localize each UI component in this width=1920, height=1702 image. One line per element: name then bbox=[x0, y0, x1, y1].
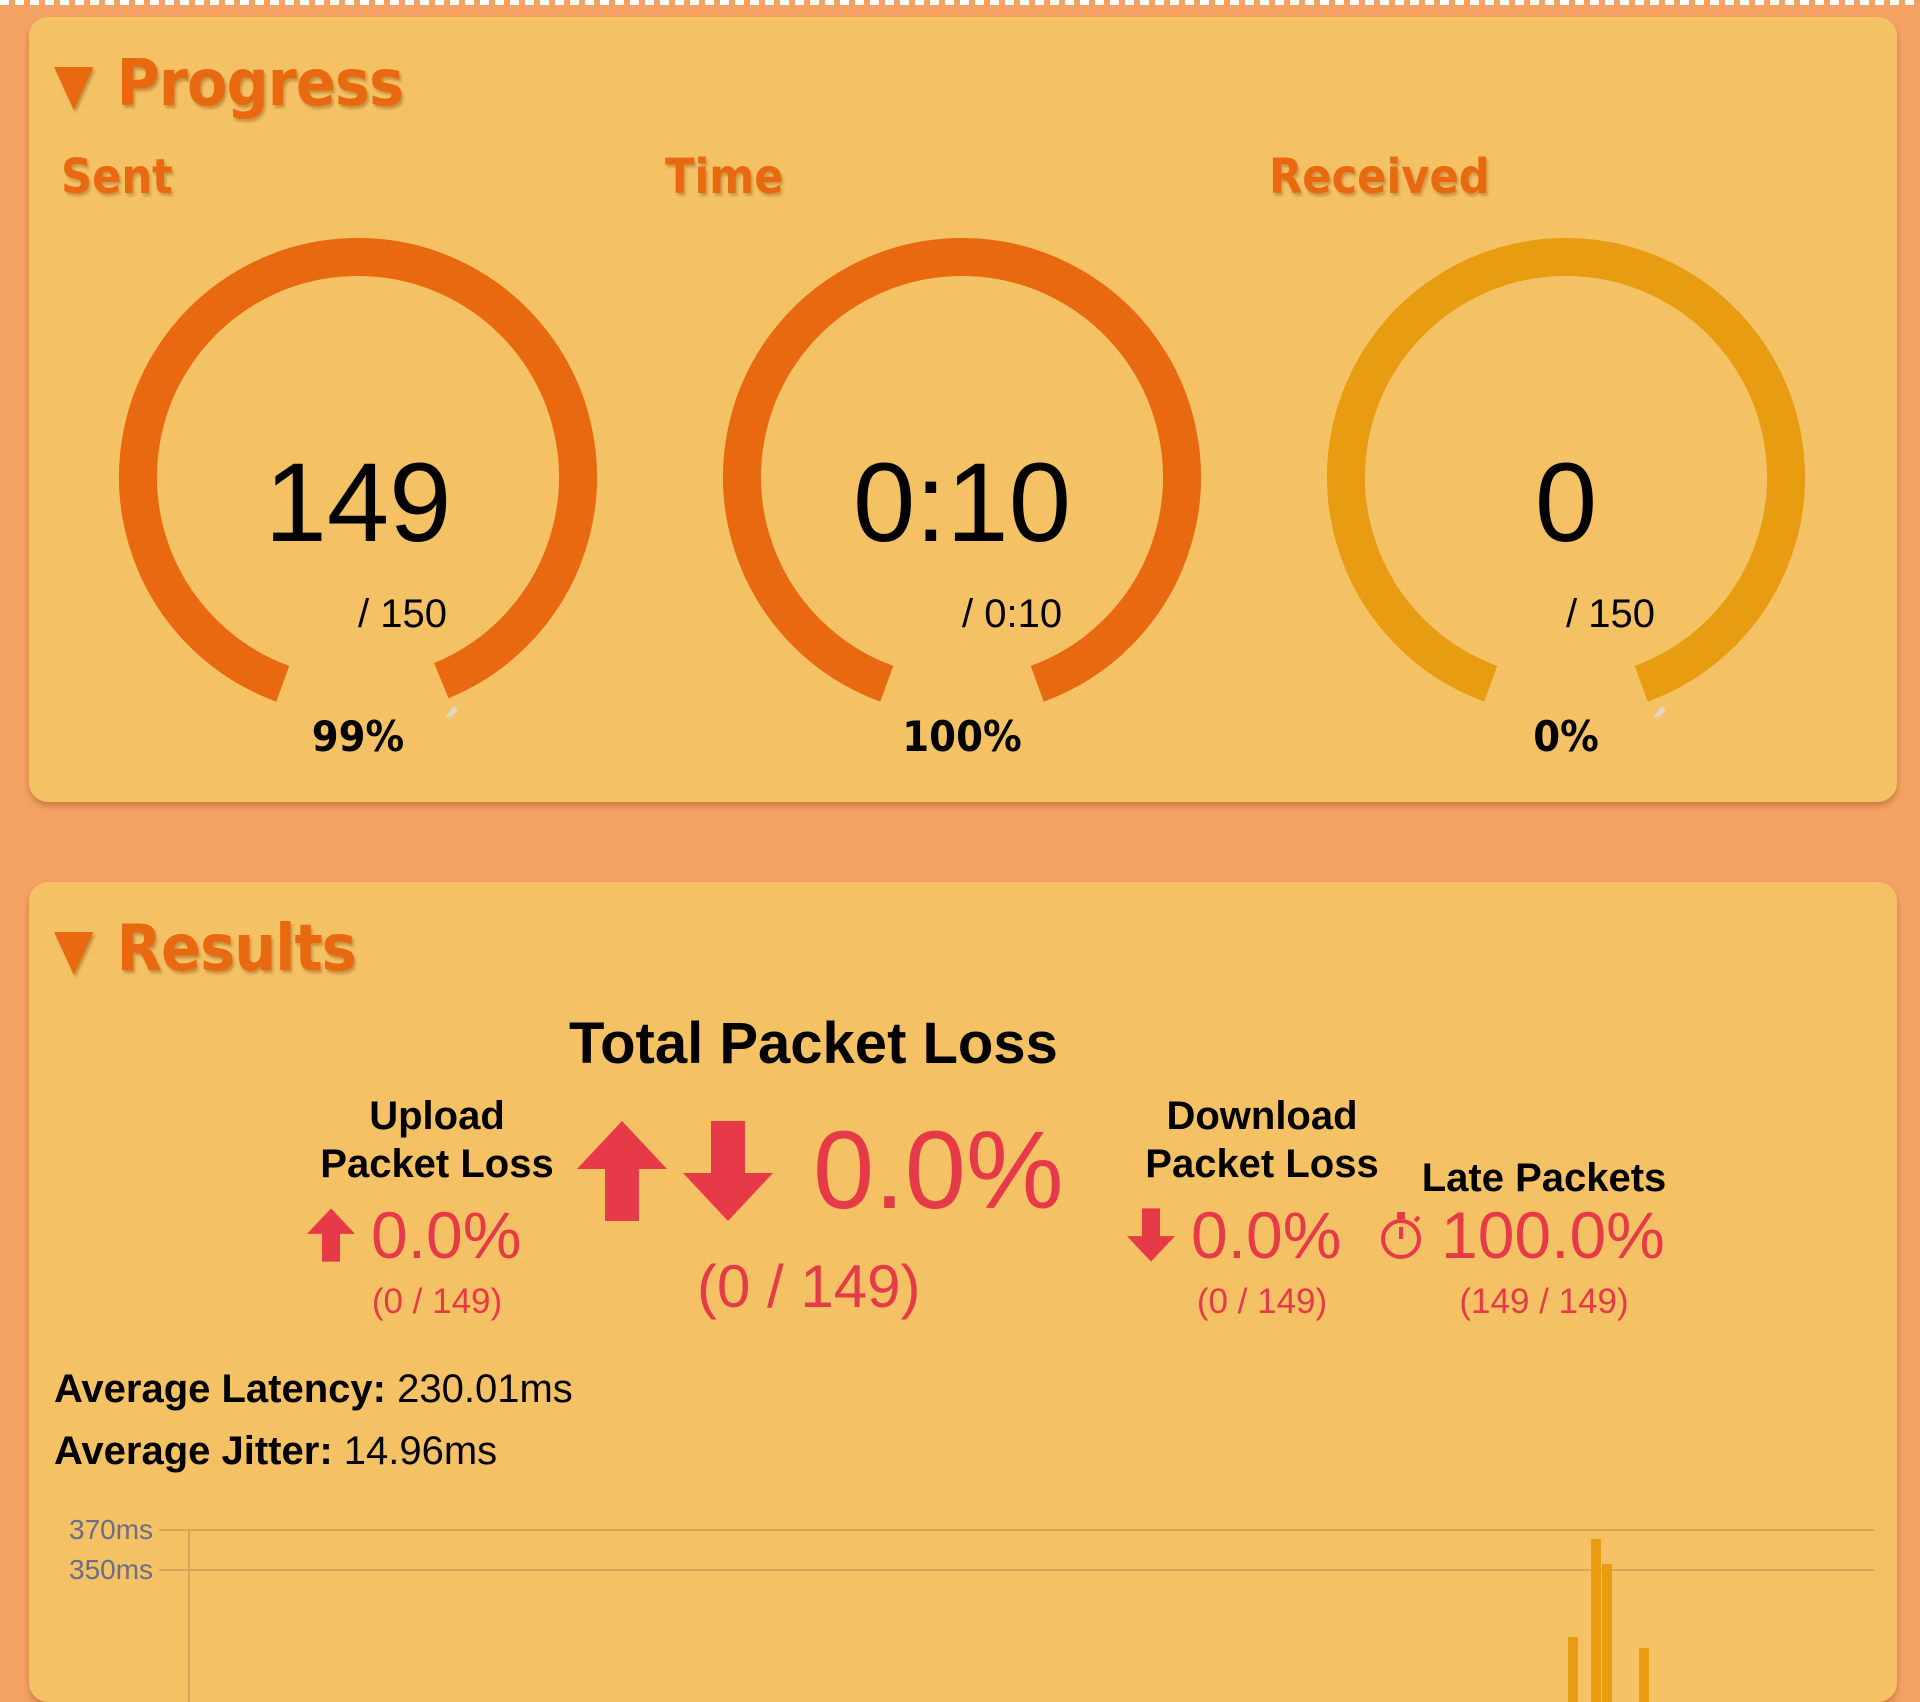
time-value: 0:10 bbox=[853, 440, 1071, 565]
time-gauge-arc bbox=[723, 238, 1201, 702]
triangle-down-icon: ▼ bbox=[54, 916, 94, 982]
results-panel: ▼ Results Total Packet Loss 0.0% (0 / 14… bbox=[29, 882, 1897, 1702]
download-loss-value: 0.0% bbox=[1191, 1198, 1342, 1272]
triangle-down-icon: ▼ bbox=[54, 51, 94, 117]
upload-loss-title-line1: Upload bbox=[369, 1094, 505, 1138]
upload-loss-title: Upload Packet Loss bbox=[287, 1092, 587, 1188]
received-gauge-ring bbox=[1327, 238, 1805, 717]
chart-bar bbox=[1602, 1564, 1612, 1702]
arrow-down-icon bbox=[1127, 1208, 1175, 1262]
received-label: Received bbox=[1269, 149, 1490, 205]
sent-label: Sent bbox=[61, 149, 173, 205]
top-dashed-border bbox=[0, 0, 1920, 5]
progress-title: Progress bbox=[116, 47, 404, 121]
time-label: Time bbox=[665, 149, 784, 205]
chart-bar bbox=[1639, 1648, 1649, 1702]
received-gauge: 0 / 150 0% bbox=[1326, 237, 1806, 761]
y-tick-370: 370ms bbox=[69, 1514, 154, 1545]
upload-loss-count: (0 / 149) bbox=[371, 1282, 503, 1321]
stopwatch-icon bbox=[1381, 1212, 1421, 1259]
time-percent: 100% bbox=[902, 712, 1022, 761]
download-loss-value-row: 0.0% bbox=[1127, 1197, 1341, 1273]
time-total: / 0:10 bbox=[962, 592, 1063, 636]
average-jitter: Average Jitter: 14.96ms bbox=[54, 1429, 497, 1474]
upload-loss-value-row: 0.0% bbox=[307, 1197, 521, 1273]
late-packets-value-row: 100.0% bbox=[1377, 1197, 1665, 1273]
total-loss-value: 0.0% bbox=[813, 1109, 1064, 1232]
average-jitter-label: Average Jitter: bbox=[54, 1429, 333, 1473]
download-loss-count: (0 / 149) bbox=[1196, 1282, 1328, 1321]
sent-gauge-arc bbox=[119, 238, 597, 702]
time-gauge-ring bbox=[723, 238, 1201, 702]
total-loss-title: Total Packet Loss bbox=[569, 1011, 1058, 1076]
download-loss-title-line1: Download bbox=[1166, 1094, 1358, 1138]
sent-value: 149 bbox=[264, 440, 452, 565]
average-jitter-value: 14.96ms bbox=[343, 1429, 498, 1473]
average-latency: Average Latency: 230.01ms bbox=[54, 1367, 573, 1412]
latency-chart bbox=[159, 1529, 1874, 1702]
total-loss-value-row: 0.0% bbox=[577, 1107, 1064, 1234]
average-latency-value: 230.01ms bbox=[397, 1367, 573, 1411]
received-value: 0 bbox=[1534, 440, 1598, 565]
y-tick-350: 350ms bbox=[69, 1554, 154, 1585]
chart-bar bbox=[1568, 1637, 1578, 1702]
time-gauge: 0:10 / 0:10 100% bbox=[722, 237, 1202, 761]
results-title: Results bbox=[116, 912, 357, 986]
late-packets-count: (149 / 149) bbox=[1459, 1282, 1629, 1321]
upload-loss-title-line2: Packet Loss bbox=[320, 1142, 554, 1186]
sent-percent: 99% bbox=[311, 712, 405, 761]
sent-total: / 150 bbox=[358, 592, 447, 636]
received-percent: 0% bbox=[1533, 712, 1599, 761]
late-packets-value: 100.0% bbox=[1441, 1198, 1665, 1272]
late-packets-title: Late Packets bbox=[1421, 1156, 1667, 1200]
progress-section-toggle[interactable]: ▼ Progress bbox=[54, 47, 404, 121]
average-latency-label: Average Latency: bbox=[54, 1367, 386, 1411]
download-loss-title-line2: Packet Loss bbox=[1145, 1142, 1379, 1186]
upload-loss-value: 0.0% bbox=[371, 1198, 522, 1272]
received-gauge-track bbox=[1327, 238, 1805, 702]
arrow-up-icon bbox=[307, 1208, 355, 1262]
received-total: / 150 bbox=[1566, 592, 1655, 636]
received-gauge-tail bbox=[1653, 706, 1666, 717]
arrow-up-icon bbox=[577, 1120, 667, 1221]
progress-panel: ▼ Progress Sent Time Received 149 / 150 … bbox=[29, 17, 1897, 802]
arrow-down-icon bbox=[683, 1120, 773, 1221]
sent-gauge: 149 / 150 99% bbox=[118, 237, 598, 761]
sent-gauge-tail bbox=[445, 706, 458, 717]
sent-gauge-ring bbox=[119, 238, 597, 717]
download-loss-title: Download Packet Loss bbox=[1107, 1092, 1417, 1188]
results-section-toggle[interactable]: ▼ Results bbox=[54, 912, 357, 986]
chart-bar bbox=[1591, 1539, 1601, 1702]
total-loss-count: (0 / 149) bbox=[697, 1253, 921, 1320]
